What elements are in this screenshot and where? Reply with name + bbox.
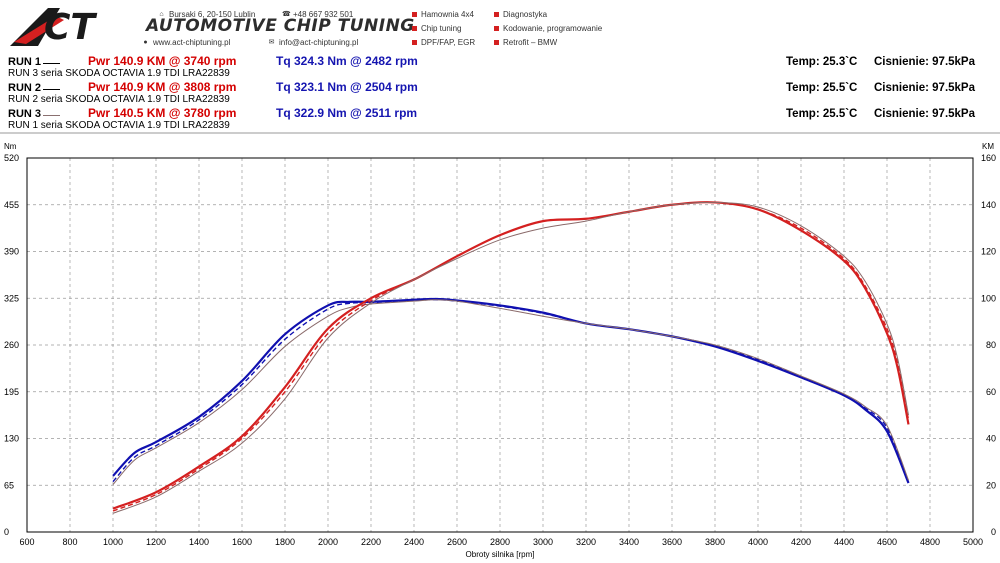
web-icon: ●: [143, 39, 148, 46]
y-left-tick-label: 65: [4, 480, 14, 490]
y-left-tick-label: 455: [4, 200, 19, 210]
y-right-tick-label: 160: [981, 153, 996, 163]
email[interactable]: ✉ info@act-chiptuning.pl: [268, 38, 359, 47]
y-right-tick-label: 20: [986, 480, 996, 490]
y-right-tick-label: 60: [986, 387, 996, 397]
service-item: Hamownia 4x4: [412, 10, 474, 19]
bullet-icon: [494, 40, 499, 45]
x-tick-label: 3200: [576, 537, 596, 547]
x-tick-label: 3000: [533, 537, 553, 547]
x-tick-label: 1200: [146, 537, 166, 547]
service-item: DPF/FAP, EGR: [412, 38, 475, 47]
x-tick-label: 800: [62, 537, 77, 547]
bullet-icon: [494, 12, 499, 17]
y-axis-left-unit: Nm: [4, 142, 17, 151]
run-temp: Temp: 25.5`C: [786, 108, 858, 120]
bullet-icon: [412, 40, 417, 45]
run-line-swatch: [43, 89, 60, 90]
run-line-swatch: [43, 115, 60, 116]
y-axis-right-unit: KM: [982, 142, 994, 151]
y-left-tick-label: 260: [4, 340, 19, 350]
run-row: RUN 2 Pwr 140.9 KM @ 3808 rpm Tq 323.1 N…: [8, 80, 458, 96]
phone-icon: ☎: [282, 11, 291, 18]
x-tick-label: 1400: [189, 537, 209, 547]
run-description: RUN 2 seria SKODA OCTAVIA 1.9 TDI LRA228…: [8, 94, 230, 105]
home-icon: ⌂: [159, 11, 164, 18]
run-label: RUN 3: [8, 108, 42, 120]
run-temp: Temp: 25.5`C: [786, 82, 858, 94]
run-torque: Tq 322.9 Nm @ 2511 rpm: [276, 106, 418, 120]
run-label: RUN 2: [8, 82, 42, 94]
run-pressure: Cisnienie: 97.5kPa: [874, 82, 975, 94]
x-tick-label: 3800: [705, 537, 725, 547]
run-description: RUN 3 seria SKODA OCTAVIA 1.9 TDI LRA228…: [8, 68, 230, 79]
x-tick-label: 2000: [318, 537, 338, 547]
y-left-tick-label: 390: [4, 247, 19, 257]
x-tick-label: 4000: [748, 537, 768, 547]
run-power: Pwr 140.9 KM @ 3808 rpm: [88, 80, 237, 94]
service-item: Diagnostyka: [494, 10, 547, 19]
y-left-tick-label: 195: [4, 387, 19, 397]
plot-frame: [26, 157, 974, 533]
y-left-tick-label: 325: [4, 293, 19, 303]
x-tick-label: 1800: [275, 537, 295, 547]
y-left-tick-label: 130: [4, 434, 19, 444]
x-tick-label: 3400: [619, 537, 639, 547]
x-tick-label: 2400: [404, 537, 424, 547]
run-line-swatch: [43, 63, 60, 64]
x-tick-label: 2200: [361, 537, 381, 547]
y-left-tick-label: 520: [4, 153, 19, 163]
torque-curve-run-1: [112, 297, 910, 484]
bullet-icon: [494, 26, 499, 31]
run-torque: Tq 323.1 Nm @ 2504 rpm: [276, 80, 418, 94]
y-right-tick-label: 80: [986, 340, 996, 350]
x-tick-label: 4600: [877, 537, 897, 547]
x-tick-label: 4200: [791, 537, 811, 547]
run-label: RUN 1: [8, 56, 42, 68]
x-tick-label: 4800: [920, 537, 940, 547]
mail-icon: ✉: [268, 39, 275, 46]
run-row: RUN 3 Pwr 140.5 KM @ 3780 rpm Tq 322.9 N…: [8, 106, 458, 122]
torque-curve-run-3: [112, 299, 909, 485]
bullet-icon: [412, 26, 417, 31]
brand-name: AUTOMOTIVE CHIP TUNING: [146, 16, 415, 36]
x-tick-label: 2800: [490, 537, 510, 547]
run-row: RUN 1 Pwr 140.9 KM @ 3740 rpm Tq 324.3 N…: [8, 54, 458, 70]
torque-curve-run-2: [112, 298, 910, 483]
x-tick-label: 3600: [662, 537, 682, 547]
power-curve-run-1: [112, 201, 910, 510]
power-curve-run-3: [112, 201, 909, 514]
website[interactable]: ● www.act-chiptuning.pl: [143, 38, 231, 47]
bullet-icon: [412, 12, 417, 17]
phone: ☎ +48 667 932 501: [282, 10, 354, 19]
power-curve-run-2: [112, 201, 910, 512]
run-torque: Tq 324.3 Nm @ 2482 rpm: [276, 54, 418, 68]
y-right-tick-label: 140: [981, 200, 996, 210]
act-logo: CT: [10, 7, 97, 48]
run-temp: Temp: 25.3`C: [786, 56, 858, 68]
x-tick-label: 1000: [103, 537, 123, 547]
x-axis-label: Obroty silnika [rpm]: [466, 550, 535, 559]
y-right-tick-label: 0: [991, 527, 996, 537]
y-right-tick-label: 100: [981, 293, 996, 303]
run-power: Pwr 140.5 KM @ 3780 rpm: [88, 106, 237, 120]
x-tick-label: 5000: [963, 537, 983, 547]
service-item: Kodowanie, programowanie: [494, 24, 602, 33]
x-tick-label: 4400: [834, 537, 854, 547]
x-tick-label: 1600: [232, 537, 252, 547]
svg-text:CT: CT: [44, 7, 97, 48]
run-pressure: Cisnienie: 97.5kPa: [874, 108, 975, 120]
y-left-tick-label: 0: [4, 527, 9, 537]
x-tick-label: 2600: [447, 537, 467, 547]
x-tick-label: 600: [19, 537, 34, 547]
run-pressure: Cisnienie: 97.5kPa: [874, 56, 975, 68]
run-power: Pwr 140.9 KM @ 3740 rpm: [88, 54, 237, 68]
service-item: Chip tuning: [412, 24, 461, 33]
service-item: Retrofit – BMW: [494, 38, 557, 47]
y-right-tick-label: 120: [981, 247, 996, 257]
address: ⌂ Bursaki 6, 20-150 Lublin: [159, 10, 256, 19]
run-description: RUN 1 seria SKODA OCTAVIA 1.9 TDI LRA228…: [8, 120, 230, 131]
y-right-tick-label: 40: [986, 434, 996, 444]
